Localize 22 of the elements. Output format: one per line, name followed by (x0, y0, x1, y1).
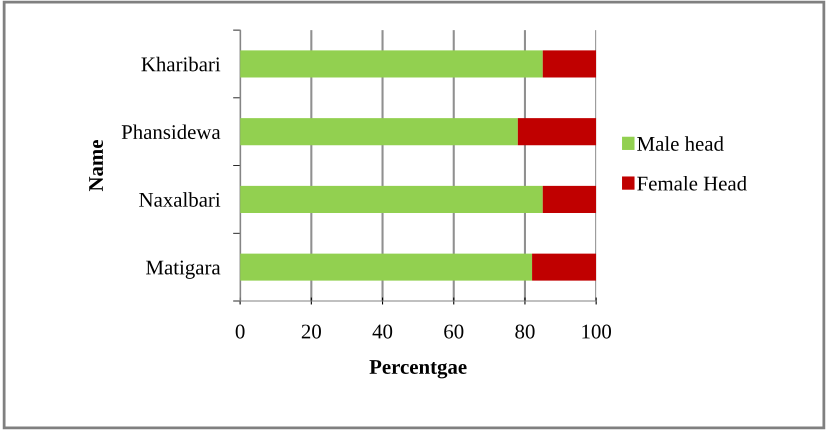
y-axis-title: Name (89, 140, 104, 192)
bar (240, 118, 518, 146)
bar (240, 50, 543, 78)
x-axis-title: Percentgae (370, 360, 467, 378)
x-tick-label: 0 (236, 324, 245, 339)
x-tick-label: 40 (372, 324, 392, 339)
y-tick-label: Kharibari (141, 56, 220, 72)
bar (240, 254, 532, 281)
y-tick-label: Naxalbari (139, 192, 220, 207)
bar (542, 50, 596, 78)
bar (532, 254, 596, 281)
x-tick-label: 20 (302, 324, 321, 339)
bar (240, 186, 543, 213)
y-tick-label: Phansidewa (122, 124, 220, 140)
x-tick-label: 100 (582, 324, 611, 339)
legend-label: Male head (637, 136, 724, 151)
bar (542, 186, 596, 213)
x-tick-label: 60 (444, 324, 464, 339)
x-tick-label: 80 (515, 324, 535, 339)
y-tick-label: Matigara (146, 260, 220, 279)
bar (518, 118, 596, 146)
legend-label: Female Head (637, 176, 747, 191)
